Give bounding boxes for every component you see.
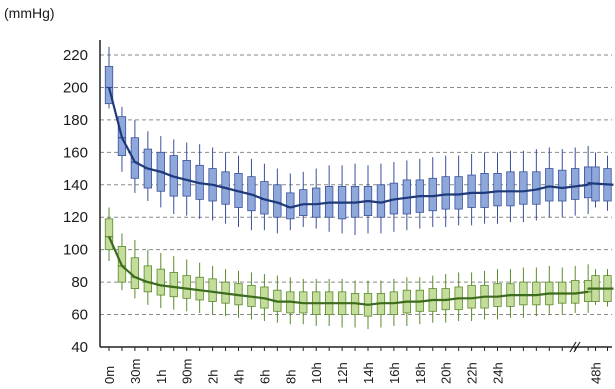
box	[558, 169, 567, 202]
x-tick-label: 8h	[283, 370, 298, 384]
box	[467, 284, 476, 309]
x-tick-label: 90m	[180, 359, 195, 384]
box	[143, 265, 153, 293]
box	[182, 275, 191, 299]
y-axis-unit-label: (mmHg)	[4, 5, 55, 21]
y-tick-label: 220	[63, 47, 88, 64]
y-tick-label: 100	[63, 242, 88, 259]
box	[519, 171, 528, 205]
box	[454, 176, 463, 210]
y-tick-label: 40	[71, 339, 88, 356]
x-tick-label: 24h	[491, 362, 506, 384]
axis-break-mark	[569, 341, 577, 353]
box	[208, 278, 217, 302]
x-tick-label: 22h	[465, 362, 480, 384]
box	[428, 177, 437, 212]
x-tick-label: 10h	[309, 362, 324, 384]
x-tick-label: 18h	[413, 362, 428, 384]
x-tick-label: 1h	[154, 370, 169, 384]
systolic-trend-line	[587, 182, 614, 186]
diastolic-trend-line	[107, 236, 589, 306]
box	[104, 65, 114, 105]
box	[571, 280, 580, 304]
box	[571, 168, 580, 200]
box	[506, 171, 515, 207]
box	[195, 276, 204, 301]
box	[480, 173, 489, 208]
box	[130, 257, 140, 289]
systolic-series	[104, 46, 614, 236]
x-tick-label: 14h	[361, 362, 376, 384]
x-tick-label: 12h	[335, 362, 350, 384]
systolic-trend-line	[107, 87, 589, 209]
x-tick-label: 16h	[387, 362, 402, 384]
box	[545, 168, 554, 202]
y-tick-label: 200	[63, 79, 88, 96]
x-tick-label: 0m	[102, 366, 117, 384]
box	[169, 271, 178, 298]
box	[493, 173, 502, 207]
y-tick-label: 80	[71, 274, 88, 291]
diastolic-series	[104, 207, 614, 330]
y-tick-label: 160	[63, 144, 88, 161]
box	[130, 137, 140, 179]
box	[156, 268, 165, 296]
box	[104, 218, 114, 251]
box	[532, 281, 541, 306]
y-tick-label: 60	[71, 307, 88, 324]
x-tick-label: 2h	[206, 370, 221, 384]
box	[299, 189, 308, 216]
x-tick-label: 6h	[257, 370, 272, 384]
box	[493, 283, 502, 307]
box	[519, 281, 528, 306]
x-tick-label: 4h	[232, 370, 247, 384]
box	[312, 187, 321, 218]
box	[467, 174, 476, 208]
x-tick-label: 48h	[589, 362, 604, 384]
x-tick-label: 30m	[128, 359, 143, 384]
box	[441, 176, 450, 210]
y-tick-label: 140	[63, 177, 88, 194]
y-tick-label: 120	[63, 209, 88, 226]
x-tick-label: 20h	[439, 362, 454, 384]
y-tick-label: 180	[63, 112, 88, 129]
